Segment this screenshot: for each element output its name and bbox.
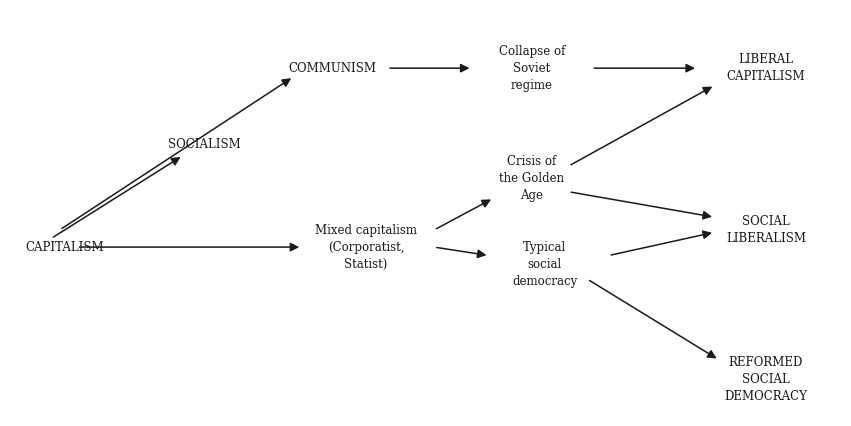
Text: Mixed capitalism
(Corporatist,
Statist): Mixed capitalism (Corporatist, Statist) <box>315 224 417 271</box>
Text: COMMUNISM: COMMUNISM <box>288 62 376 75</box>
Text: SOCIALISM: SOCIALISM <box>168 138 241 151</box>
Text: SOCIAL
LIBERALISM: SOCIAL LIBERALISM <box>726 215 806 245</box>
Text: Collapse of
Soviet
regime: Collapse of Soviet regime <box>499 45 565 92</box>
Text: Crisis of
the Golden
Age: Crisis of the Golden Age <box>500 155 564 202</box>
Text: REFORMED
SOCIAL
DEMOCRACY: REFORMED SOCIAL DEMOCRACY <box>724 356 808 403</box>
Text: CAPITALISM: CAPITALISM <box>26 241 104 253</box>
Text: Typical
social
democracy: Typical social democracy <box>512 241 577 288</box>
Text: LIBERAL
CAPITALISM: LIBERAL CAPITALISM <box>727 53 805 83</box>
